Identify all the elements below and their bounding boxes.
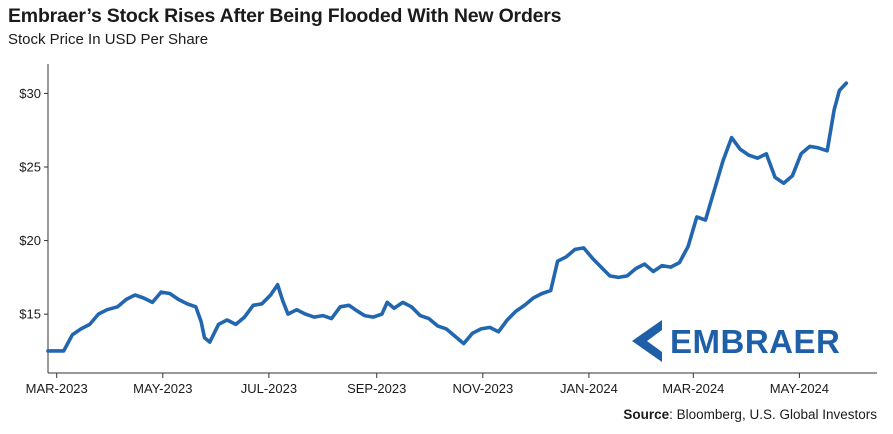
x-tick-label: NOV-2023 xyxy=(452,381,513,396)
x-tick-label: MAR-2024 xyxy=(662,381,724,396)
chart-title: Embraer’s Stock Rises After Being Floode… xyxy=(8,5,562,27)
x-tick-label: JAN-2024 xyxy=(560,381,618,396)
x-axis-ticks: MAR-2023 MAY-2023 JUL-2023 SEP-2023 NOV-2023… xyxy=(26,373,829,396)
source-note: Source: Bloomberg, U.S. Global Investors xyxy=(623,407,877,422)
series-line-stock-price xyxy=(46,81,849,353)
y-tick-label: $30 xyxy=(19,86,41,101)
y-tick-label: $20 xyxy=(19,233,41,248)
logo-text: EMBRAER xyxy=(670,323,840,360)
x-tick-label: JUL-2023 xyxy=(241,381,297,396)
y-axis-ticks: $15 $20 $25 $30 xyxy=(19,86,48,322)
embraer-logo: EMBRAER xyxy=(632,320,840,362)
x-tick-label: MAY-2024 xyxy=(770,381,829,396)
x-tick-label: SEP-2023 xyxy=(347,381,406,396)
chart-subtitle: Stock Price In USD Per Share xyxy=(8,31,209,48)
embraer-chevron-icon xyxy=(632,320,662,362)
y-tick-label: $15 xyxy=(19,307,41,322)
source-label: Source xyxy=(623,407,670,422)
source-text: : Bloomberg, U.S. Global Investors xyxy=(669,407,877,422)
y-tick-label: $25 xyxy=(19,160,41,175)
x-tick-label: MAY-2023 xyxy=(133,381,192,396)
x-tick-label: MAR-2023 xyxy=(26,381,88,396)
